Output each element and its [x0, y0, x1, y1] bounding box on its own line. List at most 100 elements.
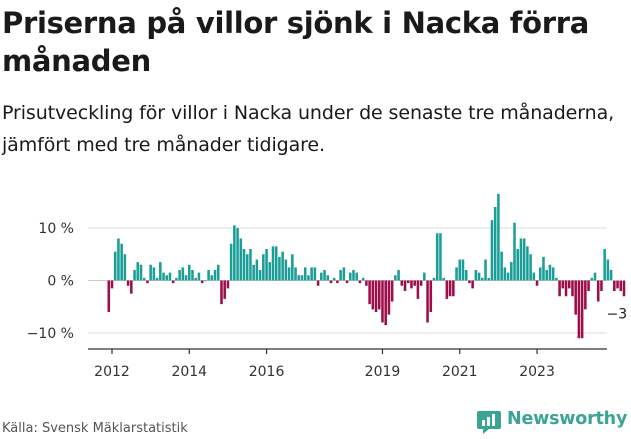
bar — [281, 251, 284, 281]
x-axis — [88, 348, 607, 354]
bar — [162, 272, 165, 281]
bar — [600, 280, 603, 291]
bar — [204, 280, 207, 282]
bar — [178, 270, 181, 281]
x-tick-label: 2021 — [442, 364, 478, 380]
bar — [142, 277, 146, 281]
bar — [590, 277, 594, 281]
bar — [345, 280, 349, 284]
bar — [464, 270, 468, 281]
bar — [432, 277, 436, 281]
chart-subtitle: Prisutveckling för villor i Nacka under … — [2, 102, 615, 156]
y-tick-label: 0 % — [47, 274, 74, 290]
bar — [458, 259, 462, 281]
bar — [171, 280, 175, 284]
bar — [168, 272, 172, 281]
bar — [326, 275, 330, 281]
bar — [233, 225, 236, 281]
bar — [291, 254, 294, 281]
bar — [535, 280, 539, 286]
bar — [216, 264, 220, 281]
bar — [352, 270, 355, 281]
bar — [452, 280, 455, 297]
bar — [564, 280, 568, 297]
bar — [477, 272, 481, 281]
bar — [593, 272, 597, 281]
bar — [339, 270, 342, 281]
bar — [439, 233, 442, 281]
bar — [229, 243, 233, 281]
bar — [497, 193, 500, 281]
bar — [403, 280, 407, 291]
bar — [262, 254, 265, 281]
source-credit: Källa: Svensk Mäklarstatistik — [2, 421, 188, 436]
bar — [571, 280, 574, 297]
bar — [413, 280, 416, 286]
bar — [609, 270, 613, 281]
bar — [519, 238, 523, 281]
bar — [384, 280, 387, 326]
bar — [513, 222, 516, 281]
bar — [255, 259, 259, 281]
y-tick-label: 10 % — [38, 221, 74, 237]
bar — [532, 272, 536, 281]
bar — [487, 277, 491, 281]
x-axis-labels: 2012 2014 2016 2019 2021 2023 — [94, 364, 555, 380]
bar — [165, 275, 169, 281]
bar — [558, 280, 561, 297]
bar — [361, 277, 365, 281]
bar — [329, 280, 333, 284]
bar — [159, 262, 162, 281]
y-tick-label: −10 % — [27, 326, 74, 342]
bar — [474, 270, 478, 281]
bar — [448, 280, 452, 297]
bar — [574, 280, 577, 315]
x-tick-label: 2019 — [365, 364, 401, 380]
bar — [577, 280, 581, 339]
bar — [503, 267, 507, 281]
bar — [551, 267, 555, 281]
bar — [516, 249, 519, 281]
bar — [149, 264, 152, 281]
bar — [268, 262, 272, 281]
bar — [249, 249, 252, 281]
bar — [522, 238, 526, 281]
bar — [245, 254, 249, 281]
bar — [545, 270, 548, 281]
bar — [200, 280, 204, 284]
bar — [175, 277, 178, 281]
bar — [365, 280, 368, 286]
bar — [390, 280, 394, 302]
bar — [191, 270, 194, 281]
bar — [265, 249, 268, 281]
bar — [342, 267, 346, 281]
bar — [213, 270, 217, 281]
bar — [332, 277, 336, 281]
bar — [355, 272, 358, 281]
bar — [481, 277, 484, 281]
x-tick-label: 2012 — [94, 364, 130, 380]
bar — [374, 280, 378, 312]
bar — [294, 267, 297, 281]
bar — [316, 280, 320, 286]
bar — [126, 280, 130, 286]
bar — [130, 280, 133, 294]
bar — [619, 280, 623, 291]
y-axis-labels: 10 % 0 % −10 % — [27, 221, 74, 342]
bar — [181, 267, 185, 281]
bar — [152, 267, 156, 281]
bar — [336, 280, 339, 284]
bar — [258, 270, 262, 281]
bar — [271, 246, 275, 281]
bar — [426, 280, 429, 323]
bar — [529, 254, 532, 281]
bar — [220, 280, 223, 305]
bar — [377, 280, 381, 310]
bar — [188, 264, 191, 281]
bar — [587, 280, 590, 291]
bar — [242, 249, 246, 281]
bar — [455, 267, 458, 281]
bar — [603, 249, 606, 281]
bar — [622, 280, 626, 297]
bar — [133, 270, 136, 281]
